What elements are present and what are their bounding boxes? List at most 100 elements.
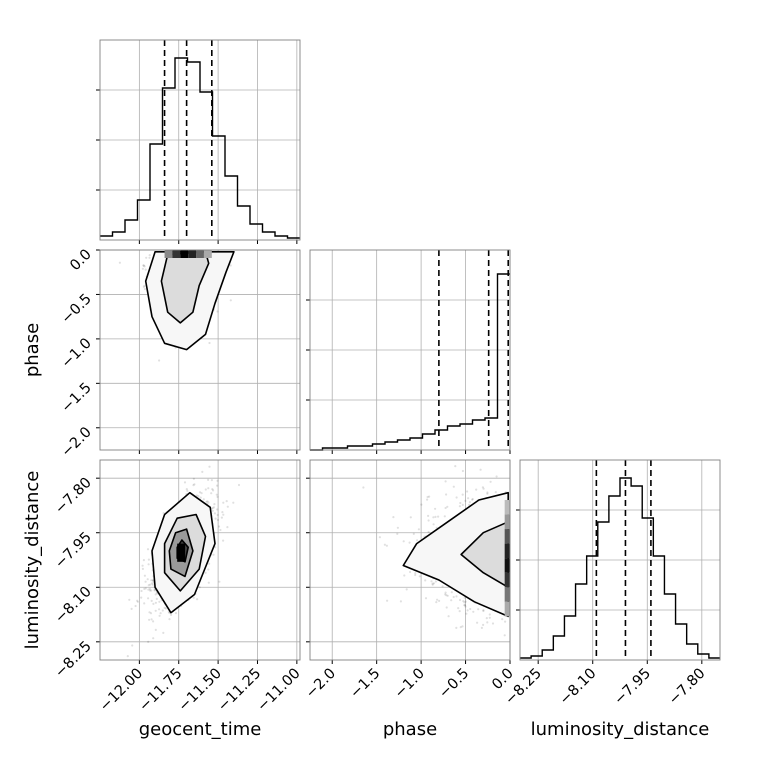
- luminosity_distance-vs-phase-heat-cell-0: [504, 500, 510, 515]
- luminosity_distance-vs-phase-point: [445, 493, 448, 496]
- luminosity_distance-vs-geocent_time-point: [207, 501, 210, 504]
- luminosity_distance-vs-phase-point: [468, 503, 471, 506]
- luminosity_distance-vs-phase-point: [362, 486, 365, 489]
- luminosity_distance-vs-geocent_time-point: [147, 597, 150, 600]
- luminosity_distance-vs-phase-point: [464, 499, 467, 502]
- luminosity_distance-vs-phase-point: [464, 600, 467, 603]
- luminosity_distance-vs-phase-point: [463, 601, 466, 604]
- luminosity_distance-vs-geocent_time-point: [162, 511, 165, 515]
- phase-vs-geocent_time-point: [144, 268, 147, 271]
- luminosity_distance-vs-geocent_time-point: [152, 602, 155, 606]
- luminosity_distance-vs-geocent_time-point: [226, 526, 229, 529]
- luminosity_distance-vs-geocent_time-point: [163, 606, 166, 610]
- luminosity_distance-vs-geocent_time-point: [210, 479, 213, 482]
- luminosity_distance-vs-geocent_time-point: [144, 580, 147, 583]
- luminosity_distance-vs-phase-point: [399, 600, 402, 603]
- luminosity_distance-vs-geocent_time-point: [222, 539, 225, 542]
- luminosity_distance-vs-phase-point: [482, 609, 485, 612]
- luminosity_distance-vs-phase-point: [405, 588, 408, 591]
- luminosity_distance-vs-phase-point: [452, 595, 455, 599]
- luminosity_distance-vs-geocent_time-point: [152, 620, 155, 623]
- luminosity_distance-vs-phase-heat-cell-6: [504, 587, 510, 602]
- luminosity_distance-vs-geocent_time-point: [216, 484, 219, 487]
- luminosity_distance-vs-geocent_time-point: [198, 586, 201, 589]
- luminosity_distance-vs-phase-point: [409, 570, 412, 574]
- luminosity_distance-vs-geocent_time-point: [205, 500, 208, 503]
- luminosity_distance-vs-geocent_time-point: [143, 587, 146, 591]
- luminosity_distance-vs-geocent_time-point: [226, 505, 229, 508]
- luminosity_distance-vs-geocent_time-point: [212, 489, 215, 492]
- phase-vs-geocent_time-point: [216, 310, 219, 313]
- luminosity_distance-vs-geocent_time-point: [149, 612, 153, 615]
- luminosity_distance-vs-geocent_time-point: [217, 525, 221, 528]
- phase-vs-geocent_time-point: [143, 284, 146, 287]
- luminosity_distance-vs-phase-point: [485, 617, 488, 620]
- phase-vs-geocent_time-point: [142, 285, 145, 288]
- luminosity_distance-vs-phase-point: [479, 468, 482, 471]
- luminosity_distance-vs-geocent_time-point: [140, 596, 143, 599]
- luminosity_distance-vs-phase-point: [432, 516, 435, 519]
- luminosity_distance-vs-geocent_time-point: [148, 589, 152, 592]
- luminosity_distance-vs-geocent_time-ylabel: luminosity_distance: [22, 471, 43, 650]
- luminosity_distance-vs-geocent_time-point: [149, 583, 152, 586]
- luminosity_distance-vs-phase-point: [430, 580, 433, 583]
- luminosity_distance-vs-geocent_time-point: [214, 546, 217, 549]
- luminosity_distance-vs-geocent_time-point: [192, 484, 195, 487]
- luminosity_distance-vs-geocent_time-point: [207, 581, 210, 584]
- luminosity_distance-vs-phase-point: [486, 621, 489, 624]
- luminosity_distance-vs-phase-point: [461, 625, 464, 628]
- luminosity_distance-vs-phase-point: [402, 540, 405, 543]
- luminosity_distance-hist-frame: [519, 459, 721, 661]
- luminosity_distance-vs-phase-point: [450, 599, 453, 602]
- luminosity_distance-vs-phase-point: [466, 609, 469, 612]
- luminosity_distance-vs-phase-point: [445, 606, 448, 609]
- luminosity_distance-vs-geocent_time-point: [151, 579, 154, 582]
- luminosity_distance-vs-phase-point: [445, 594, 448, 597]
- luminosity_distance-vs-phase-point: [434, 580, 437, 583]
- luminosity_distance-vs-phase-xtick-label-1: −1.5: [347, 666, 383, 702]
- luminosity_distance-vs-geocent_time-xtick-label-2: −11.50: [176, 666, 225, 715]
- luminosity_distance-vs-phase-point: [447, 615, 450, 618]
- luminosity_distance-vs-geocent_time-ytick-label-3: −8.25: [52, 638, 95, 681]
- luminosity_distance-vs-geocent_time-point: [216, 508, 219, 511]
- luminosity_distance-vs-geocent_time-point: [161, 609, 164, 612]
- phase-vs-geocent_time-point: [142, 264, 145, 267]
- luminosity_distance-vs-geocent_time-point: [225, 500, 228, 503]
- luminosity_distance-vs-phase-point: [463, 604, 466, 607]
- luminosity_distance-vs-phase-point: [452, 485, 455, 488]
- phase-vs-geocent_time-ytick-label-3: −1.5: [59, 380, 95, 416]
- luminosity_distance-vs-geocent_time-point: [155, 597, 158, 601]
- luminosity_distance-vs-phase-heat-cell-3: [504, 543, 510, 559]
- luminosity_distance-vs-geocent_time-xtick-label-0: −12.00: [97, 666, 146, 715]
- luminosity_distance-vs-geocent_time-point: [186, 489, 189, 492]
- luminosity_distance-vs-geocent_time-ytick-label-1: −7.95: [52, 529, 95, 572]
- luminosity_distance-vs-geocent_time-point: [222, 513, 225, 516]
- luminosity_distance-vs-geocent_time-point: [134, 604, 137, 608]
- luminosity_distance-vs-phase-point: [446, 594, 449, 597]
- luminosity_distance-vs-phase-point: [475, 488, 478, 491]
- luminosity_distance-vs-geocent_time-point: [215, 493, 218, 496]
- luminosity_distance-vs-phase-point: [488, 616, 491, 619]
- luminosity_distance-vs-geocent_time-point: [147, 563, 150, 566]
- luminosity_distance-vs-geocent_time-point: [162, 631, 165, 635]
- luminosity_distance-vs-geocent_time-point: [198, 491, 202, 494]
- luminosity_distance-vs-phase-point: [424, 579, 427, 582]
- luminosity_distance-vs-phase-xtick-label-0: −2.0: [303, 666, 339, 702]
- luminosity_distance-vs-phase-point: [461, 503, 464, 506]
- luminosity_distance-vs-phase-point: [482, 623, 485, 627]
- luminosity_distance-vs-geocent_time-point: [185, 488, 188, 491]
- luminosity_distance-vs-phase-point: [463, 604, 466, 607]
- luminosity_distance-vs-geocent_time-point: [158, 600, 161, 603]
- luminosity_distance-vs-phase-point: [378, 536, 381, 539]
- luminosity_distance-vs-phase-point: [480, 626, 483, 630]
- luminosity_distance-vs-geocent_time-point: [144, 587, 147, 590]
- phase-vs-geocent_time-point: [208, 341, 211, 345]
- luminosity_distance-vs-geocent_time-point: [158, 608, 161, 611]
- luminosity_distance-vs-geocent_time-point: [216, 495, 219, 498]
- luminosity_distance-vs-geocent_time-point: [196, 598, 199, 601]
- phase-vs-geocent_time-heat-cell-3: [188, 250, 197, 258]
- luminosity_distance-vs-phase-point: [444, 506, 447, 510]
- luminosity_distance-vs-phase-point: [503, 634, 506, 637]
- luminosity_distance-vs-phase-point: [464, 605, 467, 608]
